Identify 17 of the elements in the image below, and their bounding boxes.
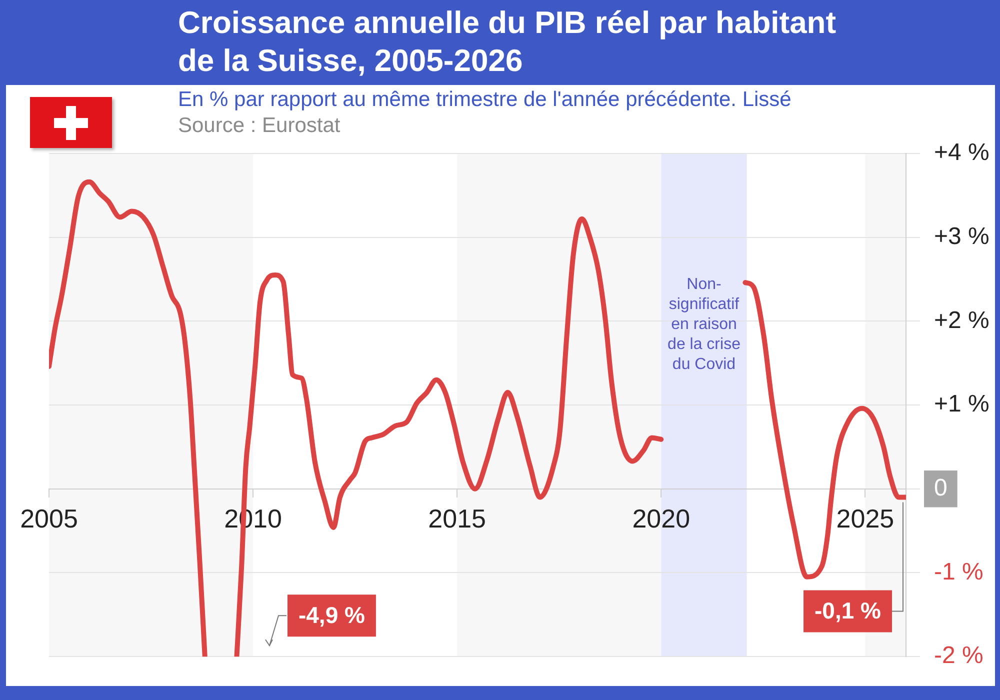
x-tick-label: 2005 — [20, 504, 78, 534]
x-tick-label: 2015 — [428, 504, 486, 534]
band-label: Non-significatif en raison de la crise du Covid — [668, 276, 741, 373]
annotation: -4,9 % — [298, 602, 365, 628]
chart-title: Croissance annuelle du PIB réel par habitant de la Suisse, 2005-2026 — [178, 4, 838, 80]
y-tick-label: -2 % — [934, 642, 984, 670]
y-tick-label: -1 % — [934, 558, 984, 586]
y-tick-label: +4 % — [934, 139, 990, 166]
y-tick-label: +2 % — [934, 306, 990, 334]
x-tick-label: 2025 — [836, 504, 894, 534]
source-note: Source : Eurostat — [178, 114, 340, 138]
y-tick-label: +3 % — [934, 222, 990, 250]
x-tick-label: 2020 — [632, 504, 690, 534]
chart-subtitle: En % par rapport au même trimestre de l'année précédente. Lissé — [178, 88, 792, 112]
y-tick-label: 0 — [934, 474, 948, 502]
annotation: -0,1 % — [814, 598, 882, 624]
y-tick-label: +1 % — [934, 390, 990, 418]
